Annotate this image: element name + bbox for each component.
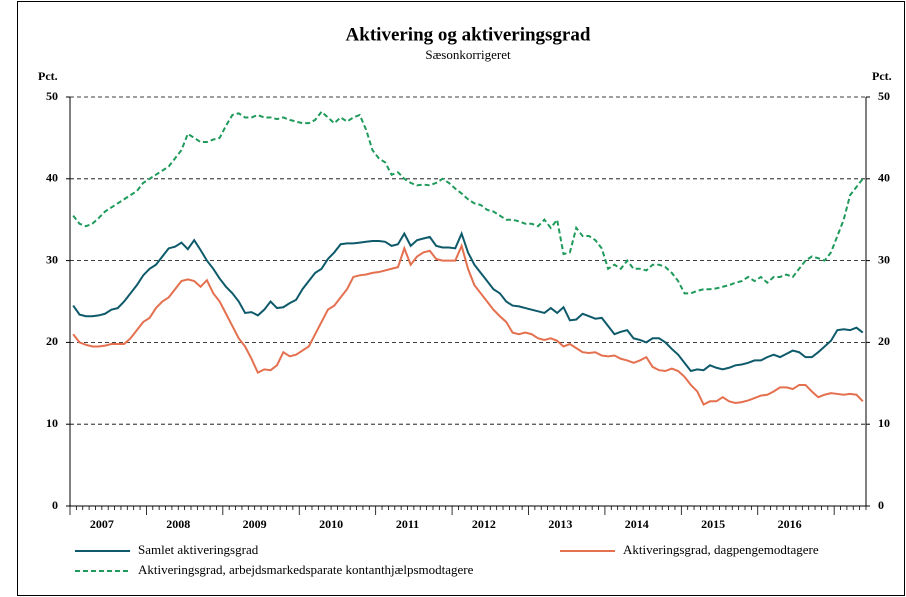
series-line xyxy=(72,230,864,373)
x-tick-label: 2014 xyxy=(625,517,649,531)
x-tick-label: 2012 xyxy=(472,517,496,531)
y-tick-label: 20 xyxy=(46,334,58,348)
series-line xyxy=(72,242,864,406)
legend-label: Samlet aktiveringsgrad xyxy=(138,542,259,557)
y2-tick-label: 50 xyxy=(878,89,890,103)
y2-tick-label: 20 xyxy=(878,334,890,348)
x-tick-label: 2007 xyxy=(90,517,114,531)
y-tick-label: 30 xyxy=(46,252,58,266)
y-axis-label: Pct. xyxy=(38,69,58,83)
y-tick-label: 40 xyxy=(46,171,58,185)
y-tick-label: 10 xyxy=(46,416,58,430)
chart-title: Aktivering og aktiveringsgrad xyxy=(346,24,591,45)
x-tick-label: 2015 xyxy=(701,517,725,531)
x-tick-label: 2009 xyxy=(243,517,267,531)
legend-label: Aktiveringsgrad, arbejdsmarkedsparate ko… xyxy=(138,562,474,577)
series-line xyxy=(72,110,864,295)
y2-tick-label: 10 xyxy=(878,416,890,430)
x-tick-label: 2011 xyxy=(396,517,419,531)
x-tick-label: 2010 xyxy=(319,517,343,531)
y2-tick-label: 30 xyxy=(878,252,890,266)
y-tick-label: 50 xyxy=(46,89,58,103)
y2-axis-label: Pct. xyxy=(872,69,892,83)
legend-label: Aktiveringsgrad, dagpengemodtagere xyxy=(623,542,819,557)
x-tick-label: 2013 xyxy=(548,517,572,531)
y2-tick-label: 0 xyxy=(878,498,884,512)
y-tick-label: 0 xyxy=(52,498,58,512)
y2-tick-label: 40 xyxy=(878,171,890,185)
chart-subtitle: Sæsonkorrigeret xyxy=(425,47,511,62)
frame xyxy=(17,1,905,596)
x-tick-label: 2008 xyxy=(166,517,190,531)
x-tick-label: 2016 xyxy=(778,517,802,531)
